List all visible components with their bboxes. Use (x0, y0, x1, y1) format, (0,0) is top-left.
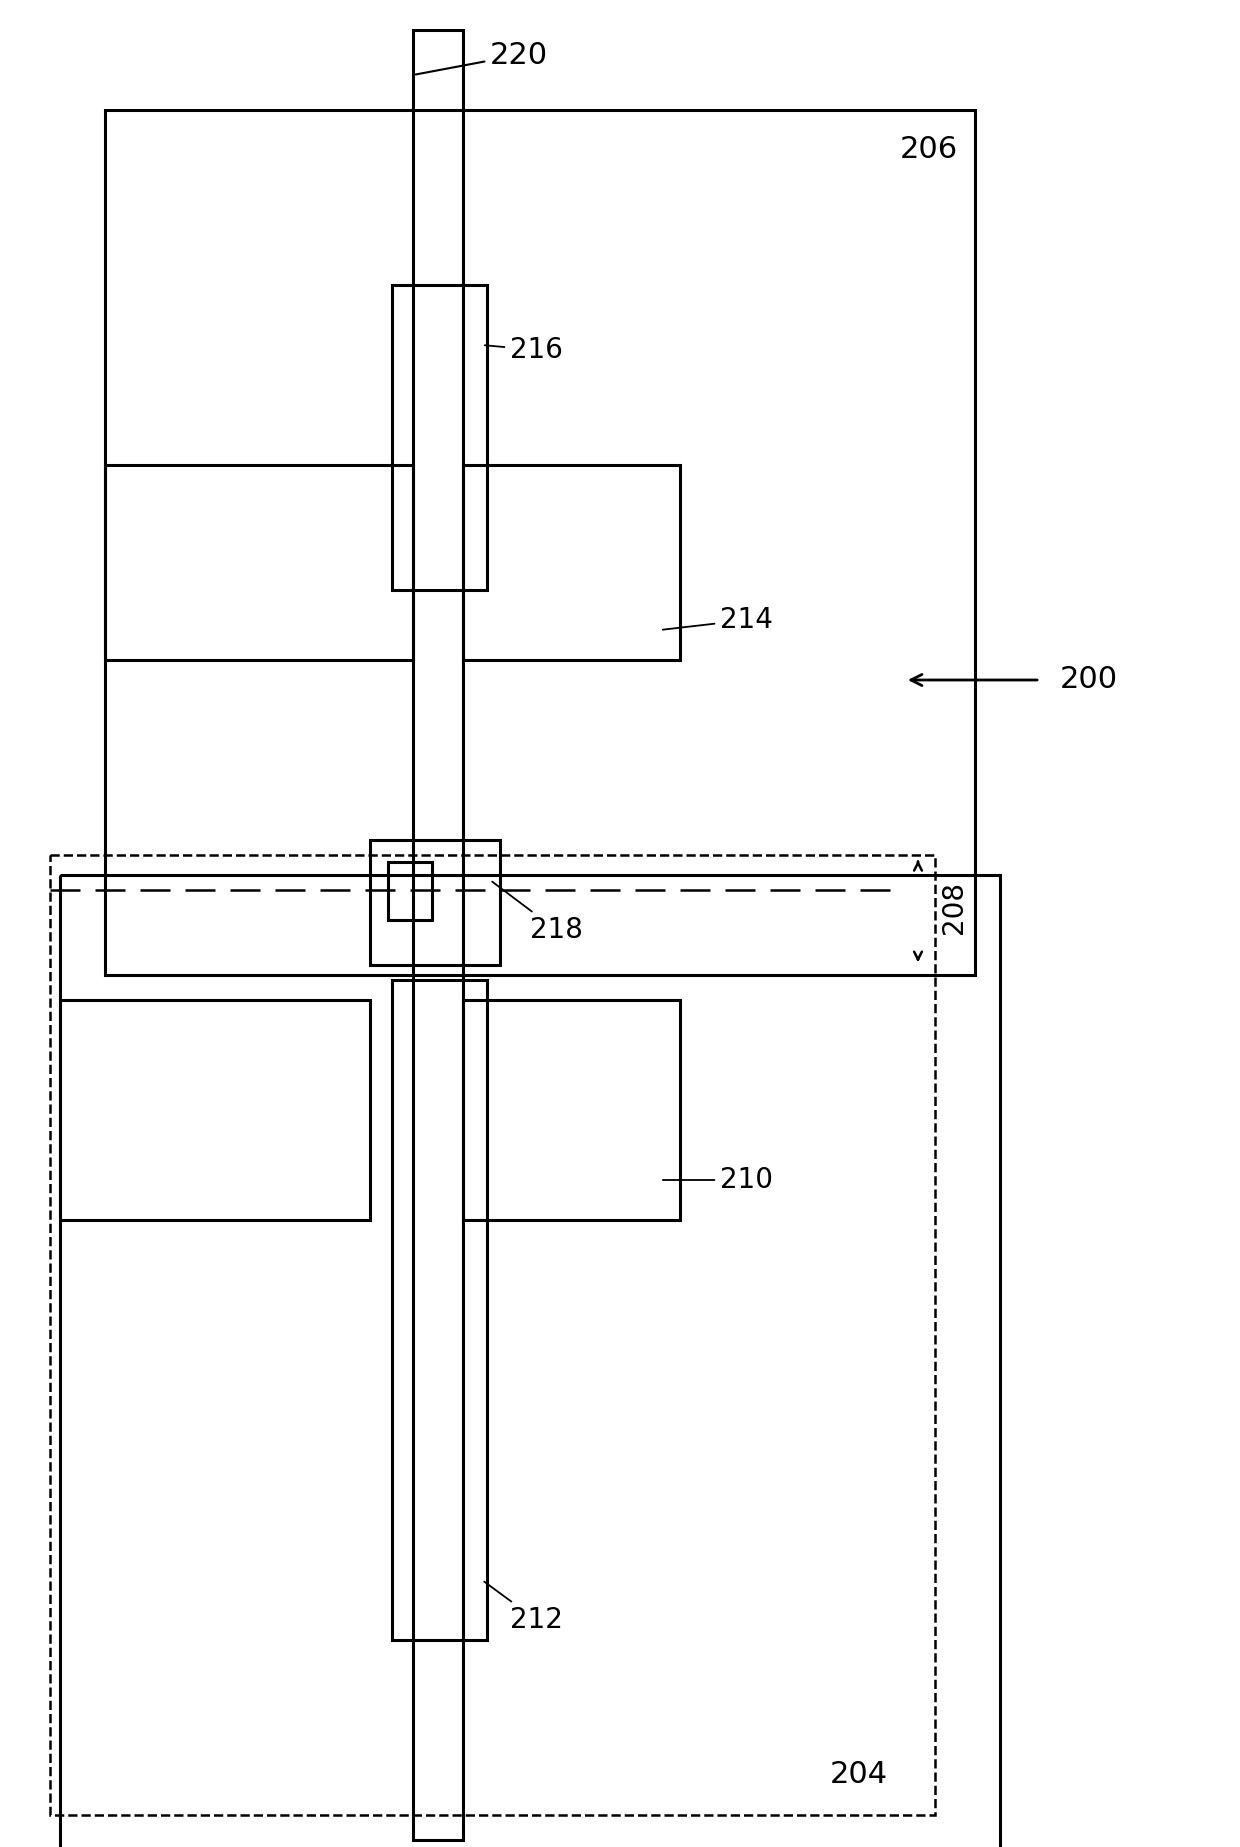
Bar (392, 981, 487, 1640)
Text: 200: 200 (1060, 665, 1118, 694)
Text: 206: 206 (900, 135, 959, 164)
Bar (413, 30, 463, 1840)
Bar (463, 465, 680, 659)
Bar (105, 465, 413, 659)
Bar (392, 284, 487, 589)
Bar (463, 999, 680, 1221)
Text: 212: 212 (485, 1581, 563, 1635)
Text: 210: 210 (662, 1165, 773, 1193)
Bar (60, 999, 370, 1221)
Text: 208: 208 (940, 881, 968, 935)
Bar (105, 111, 975, 975)
Bar (388, 863, 432, 920)
Text: 218: 218 (492, 881, 583, 944)
Text: 216: 216 (485, 336, 563, 364)
Bar (50, 855, 935, 1816)
Text: 214: 214 (662, 606, 773, 634)
Bar (370, 840, 500, 964)
Bar (60, 875, 999, 1847)
Text: 204: 204 (830, 1760, 888, 1790)
Text: 220: 220 (415, 41, 548, 74)
